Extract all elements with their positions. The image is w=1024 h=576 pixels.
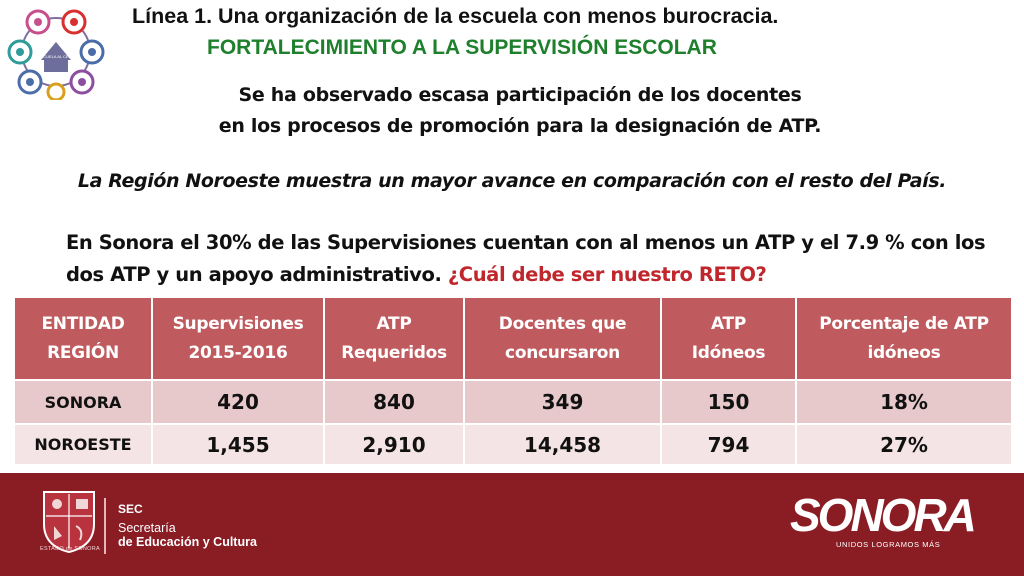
sec-name-line-2: de Educación y Cultura xyxy=(118,535,257,549)
header-supervisiones: Supervisiones 2015-2016 xyxy=(152,298,325,380)
observation-line-1: Se ha observado escasa participación de … xyxy=(238,84,802,106)
table-cell: 349 xyxy=(464,379,662,424)
table-cell: 2,910 xyxy=(324,423,465,464)
header-atp-requeridos: ATP Requeridos xyxy=(324,298,465,380)
table-header-row: ENTIDAD REGIÓN Supervisiones 2015-2016 ATP… xyxy=(15,298,1011,380)
sonora-note: En Sonora el 30% de las Supervisiones cu… xyxy=(66,227,1006,291)
sonora-slogan: UNIDOS LOGRAMOS MÁS xyxy=(836,540,941,549)
page-subtitle: FORTALECIMIENTO A LA SUPERVISIÓN ESCOLAR xyxy=(207,36,717,59)
table-cell: 1,455 xyxy=(152,423,325,464)
table-cell: 150 xyxy=(661,379,797,424)
atp-table: ENTIDAD REGIÓN Supervisiones 2015-2016 ATP… xyxy=(15,298,1011,464)
table-cell: 840 xyxy=(324,379,465,424)
escuela-logo: LA ESCUELA AL CENTRO xyxy=(7,9,105,100)
table-row: NOROESTE 1,455 2,910 14,458 794 27% xyxy=(15,423,1011,464)
page-title: Línea 1. Una organización de la escuela … xyxy=(132,4,779,28)
header-docentes: Docentes que concursaron xyxy=(464,298,662,380)
header-entidad: ENTIDAD REGIÓN xyxy=(15,298,153,380)
table-cell: SONORA xyxy=(15,379,153,424)
table-cell: NOROESTE xyxy=(15,423,153,464)
logo-text: LA ESCUELA AL CENTRO xyxy=(32,54,80,59)
table-cell: 794 xyxy=(661,423,797,464)
observation-line-2: en los procesos de promoción para la des… xyxy=(218,115,822,137)
shield-caption: ESTADO de SONORA xyxy=(39,546,101,552)
footer-divider xyxy=(104,498,106,554)
region-note: La Región Noroeste muestra un mayor avan… xyxy=(77,170,947,192)
sec-abbreviation: SEC xyxy=(118,502,143,516)
sec-name-line-1: Secretaría xyxy=(118,521,176,535)
footer-bar xyxy=(0,473,1024,576)
table-cell: 18% xyxy=(796,379,1011,424)
sonora-brand-logo: SONORA xyxy=(790,489,977,541)
reto-question: ¿Cuál debe ser nuestro RETO? xyxy=(447,263,767,286)
table-cell: 420 xyxy=(152,379,325,424)
header-porcentaje: Porcentaje de ATP idóneos xyxy=(796,298,1011,380)
sonora-shield-icon xyxy=(43,491,95,554)
observation-text: Se ha observado escasa participación de … xyxy=(100,80,940,142)
sonora-note-text: En Sonora el 30% de las Supervisiones cu… xyxy=(66,231,986,286)
header-atp-idoneos: ATP Idóneos xyxy=(661,298,797,380)
table-cell: 14,458 xyxy=(464,423,662,464)
table-row: SONORA 420 840 349 150 18% xyxy=(15,379,1011,424)
table-cell: 27% xyxy=(796,423,1011,464)
